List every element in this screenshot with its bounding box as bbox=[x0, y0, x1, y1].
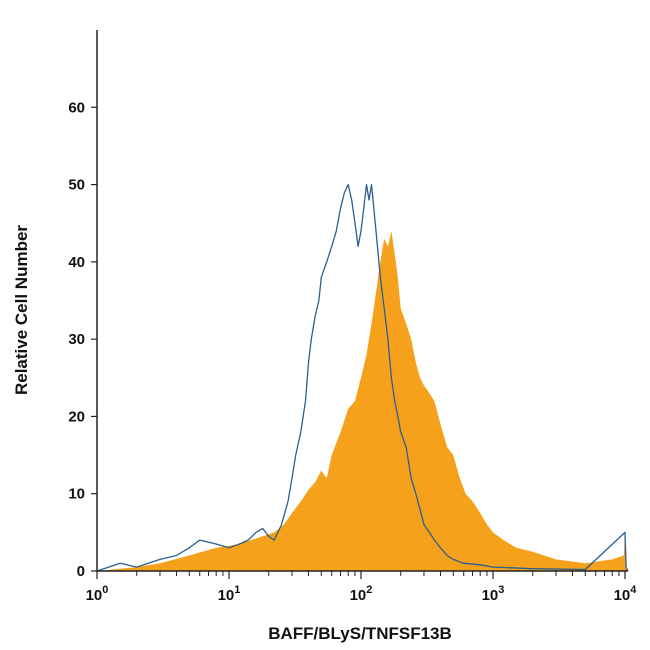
axes-layer bbox=[96, 30, 628, 572]
series-filled-histogram bbox=[97, 230, 628, 571]
x-axis-title: BAFF/BLyS/TNFSF13B bbox=[268, 624, 452, 643]
x-tick-label: 102 bbox=[350, 584, 373, 604]
y-tick-label: 60 bbox=[68, 99, 85, 116]
x-tick-label: 104 bbox=[614, 584, 638, 604]
y-tick-label: 20 bbox=[68, 408, 85, 425]
y-axis-title: Relative Cell Number bbox=[12, 225, 31, 395]
x-tick-label: 100 bbox=[86, 584, 109, 604]
x-tick-label: 103 bbox=[482, 584, 505, 604]
ticks-layer: 0 10 20 30 40 50 60 100 101 102 103 104 bbox=[68, 99, 637, 604]
y-tick-label: 0 bbox=[77, 563, 85, 580]
series-layer bbox=[96, 183, 629, 572]
series-outline-histogram bbox=[96, 183, 629, 572]
y-tick-label: 40 bbox=[68, 254, 85, 271]
y-tick-label: 50 bbox=[68, 177, 85, 194]
y-tick-label: 30 bbox=[68, 331, 85, 348]
y-tick-label: 10 bbox=[68, 486, 85, 503]
x-tick-label: 101 bbox=[218, 584, 241, 604]
